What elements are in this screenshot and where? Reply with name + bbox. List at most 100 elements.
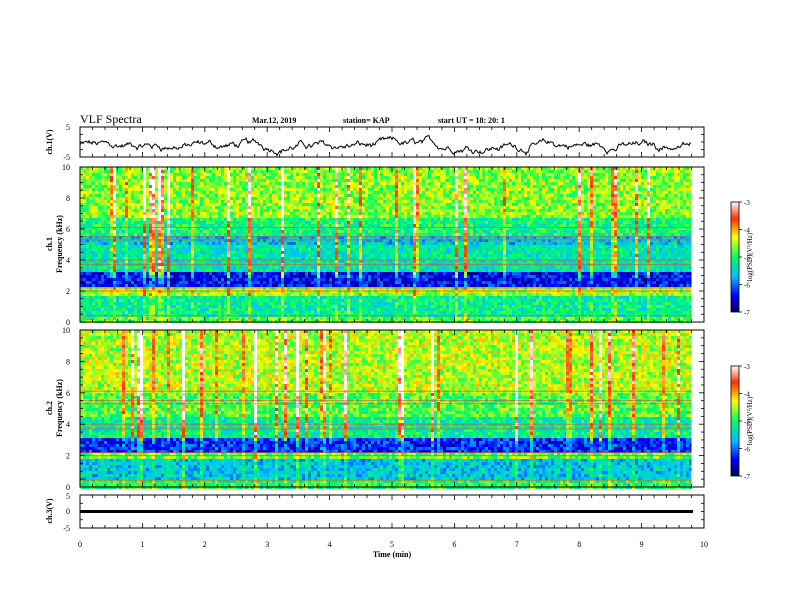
spectrogram-cell (284, 284, 287, 287)
spectrogram-cell (80, 203, 83, 206)
spectrogram-cell (152, 308, 155, 311)
spectrogram-cell (338, 176, 341, 179)
spectrogram-cell (140, 227, 143, 230)
spectrogram-cell (269, 221, 272, 224)
spectrogram-cell (146, 266, 149, 269)
spectrogram-cell (227, 212, 230, 215)
spectrogram-cell (218, 176, 221, 179)
spectrogram-cell (329, 260, 332, 263)
spectrogram-cell (86, 224, 89, 227)
spectrogram-cell (341, 299, 344, 302)
spectrogram-cell (248, 254, 251, 257)
spectrogram-cell (257, 179, 260, 182)
spectrogram-cell (173, 203, 176, 206)
spectrogram-cell (341, 197, 344, 200)
spectrogram-cell (155, 221, 158, 224)
spectrogram-cell (311, 251, 314, 254)
spectrogram-cell (173, 218, 176, 221)
spectrogram-cell (227, 197, 230, 200)
spectrogram-cell (146, 185, 149, 188)
spectrogram-cell (224, 305, 227, 308)
spectrogram-cell (272, 236, 275, 239)
spectrogram-cell (293, 212, 296, 215)
spectrogram-cell (290, 293, 293, 296)
spectrogram-cell (308, 224, 311, 227)
spectrogram-cell (146, 224, 149, 227)
spectrogram-cell (356, 167, 359, 170)
spectrogram-cell (176, 305, 179, 308)
spectrogram-cell (314, 224, 317, 227)
spectrogram-cell (92, 284, 95, 287)
spectrogram-cell (266, 233, 269, 236)
spectrogram-cell (137, 179, 140, 182)
spectrogram-cell (293, 251, 296, 254)
spectrogram-cell (236, 233, 239, 236)
spectrogram-cell (296, 230, 299, 233)
spectrogram-cell (344, 206, 347, 209)
spectrogram-cell (107, 311, 110, 314)
spectrogram-cell (344, 203, 347, 206)
spectrogram-cell (302, 305, 305, 308)
spectrogram-cell (164, 170, 167, 173)
spectrogram-cell (188, 173, 191, 176)
spectrogram-cell (353, 236, 356, 239)
spectrogram-cell (116, 224, 119, 227)
spectrogram-cell (200, 305, 203, 308)
ch1-ytick-bottom: -5 (63, 153, 70, 162)
spectrogram-cell (305, 272, 308, 275)
spectrogram-cell (158, 260, 161, 263)
spectrogram-cell (131, 272, 134, 275)
spectrogram-cell (167, 200, 170, 203)
spectrogram-cell (275, 266, 278, 269)
spectrogram-cell (254, 308, 257, 311)
spectrogram-cell (329, 215, 332, 218)
spectrogram-cell (191, 296, 194, 299)
spectrogram-cell (101, 197, 104, 200)
spectrogram-cell (188, 224, 191, 227)
spectrogram-cell (296, 173, 299, 176)
spectrogram-cell (350, 191, 353, 194)
spectrogram-cell (263, 302, 266, 305)
spectrogram-cell (140, 311, 143, 314)
spectrogram-cell (176, 206, 179, 209)
spectrogram-cell (197, 191, 200, 194)
spectrogram-cell (95, 179, 98, 182)
spectrogram-cell (185, 293, 188, 296)
spectrogram-cell (146, 308, 149, 311)
spectrogram-cell (203, 200, 206, 203)
spectrogram-cell (284, 296, 287, 299)
spectrogram-cell (143, 182, 146, 185)
spectrogram-cell (302, 215, 305, 218)
spectrogram-cell (119, 215, 122, 218)
spectrogram-cell (266, 185, 269, 188)
spectrogram-cell (188, 299, 191, 302)
spectrogram-cell (317, 251, 320, 254)
spectrogram-cell (356, 236, 359, 239)
spectrogram-cell (212, 284, 215, 287)
spectrogram-cell (122, 311, 125, 314)
spectrogram-cell (107, 185, 110, 188)
spectrogram-cell (197, 251, 200, 254)
spectrogram-cell (332, 215, 335, 218)
spectrogram-cell (188, 227, 191, 230)
spectrogram-cell (119, 197, 122, 200)
spectrogram-cell (299, 317, 302, 320)
spectrogram-cell (212, 215, 215, 218)
spectrogram-cell (326, 296, 329, 299)
spectrogram-cell (224, 197, 227, 200)
spectrogram-cell (233, 248, 236, 251)
spectrogram-cell (134, 239, 137, 242)
spectrogram-cell (179, 284, 182, 287)
spectrogram-cell (158, 239, 161, 242)
spectrogram-cell (242, 269, 245, 272)
spectrogram-cell (248, 266, 251, 269)
spectrogram-cell (131, 182, 134, 185)
spectrogram-cell (281, 272, 284, 275)
spectrogram-cell (350, 227, 353, 230)
spectrogram-cell (215, 224, 218, 227)
spectrogram-cell (320, 275, 323, 278)
spectrogram-cell (167, 311, 170, 314)
spectrogram-cell (170, 218, 173, 221)
spectrogram-cell (194, 251, 197, 254)
spectrogram-cell (272, 293, 275, 296)
